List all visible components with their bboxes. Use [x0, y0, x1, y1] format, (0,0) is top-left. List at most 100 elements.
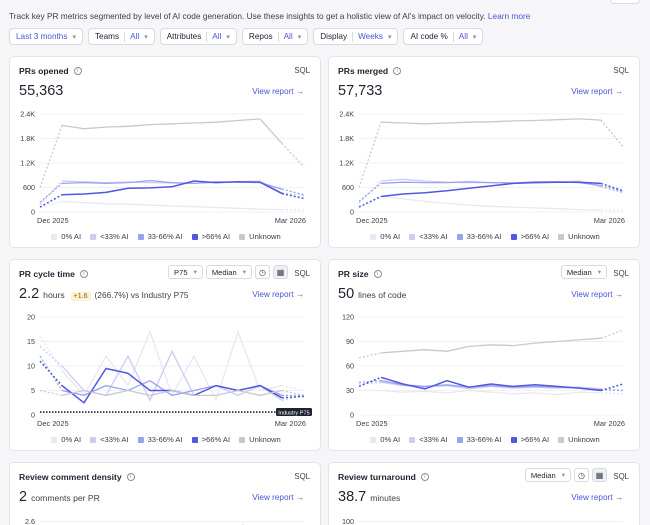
chevron-down-icon: ▾ [242, 269, 246, 276]
card-title-text: PRs opened [19, 66, 69, 76]
legend-item[interactable]: Unknown [558, 435, 600, 444]
info-icon[interactable]: i [393, 67, 402, 75]
series-line [61, 118, 283, 144]
legend-item[interactable]: 0% AI [51, 435, 81, 444]
y-tick-label: 2.6 [25, 517, 35, 525]
view-report-link[interactable]: View report → [571, 493, 623, 502]
legend-label: 0% AI [61, 435, 82, 444]
series-line-start [39, 360, 63, 387]
metric-unit: minutes [370, 493, 401, 503]
legend-swatch [510, 436, 517, 443]
ai-code-filter[interactable]: AI code % All ▾ [403, 28, 484, 45]
attributes-filter[interactable]: Attributes All ▾ [159, 28, 237, 45]
clock-icon[interactable]: ◷ [255, 265, 270, 279]
view-report-link[interactable]: View report → [571, 290, 623, 299]
x-tick-label: Dec 2025 [356, 419, 388, 428]
legend-item[interactable]: 33-66% AI [137, 232, 183, 241]
legend-item[interactable]: Unknown [558, 232, 600, 241]
card-title: PRs opened i [19, 66, 82, 76]
x-tick-label: Mar 2026 [594, 216, 625, 225]
series-line [61, 367, 283, 404]
legend-item[interactable]: <33% AI [409, 435, 448, 444]
series-line-start [358, 182, 382, 202]
legend-item[interactable]: >66% AI [191, 232, 231, 241]
legend-item[interactable]: <33% AI [90, 232, 129, 241]
series-line-start [39, 336, 63, 372]
card-metric: 57,733 [338, 83, 382, 99]
aggregation-select[interactable]: Median ▾ [524, 468, 571, 482]
clock-icon[interactable]: ◷ [574, 468, 589, 482]
calendar-icon[interactable]: ▦ [592, 468, 607, 482]
y-tick-label: 2.4K [339, 110, 354, 119]
chart-legend: 0% AI <33% AI 33-66% AI >66% AI Unknown [329, 232, 639, 241]
legend-item[interactable]: 0% AI [51, 232, 81, 241]
sql-button[interactable]: SQL [294, 472, 310, 481]
legend-item[interactable]: 33-66% AI [137, 435, 183, 444]
display-filter[interactable]: Display Weeks ▾ [313, 28, 399, 45]
series-line-start [39, 345, 63, 367]
card-metric: 55,363 [19, 83, 63, 99]
y-tick-label: 10 [27, 362, 35, 371]
pr-cycle-time-chart: 0 5 10 15 20 Dec 2025 Mar 2026 Industry P75 [27, 313, 312, 428]
legend-item[interactable]: 33-66% AI [456, 232, 502, 241]
series-line [380, 380, 602, 391]
repos-filter[interactable]: Repos All ▾ [241, 28, 309, 45]
sql-button[interactable]: SQL [613, 472, 629, 481]
date-range-filter[interactable]: Last 3 months ▾ [9, 28, 83, 45]
review-turnaround-chart: 100 [342, 517, 623, 525]
aggregation-value: Median [566, 267, 592, 277]
info-icon[interactable]: i [373, 270, 382, 278]
legend-label: >66% AI [201, 435, 231, 444]
chevron-down-icon: ▾ [472, 33, 477, 41]
sql-button[interactable]: SQL [294, 66, 310, 75]
legend-label: >66% AI [201, 232, 231, 241]
aggregation-value: Median [211, 267, 237, 277]
legend-item[interactable]: <33% AI [90, 435, 129, 444]
date-range-value: Last 3 months [16, 32, 68, 41]
legend-item[interactable]: Unknown [239, 435, 281, 444]
view-report-link[interactable]: View report → [252, 87, 304, 96]
legend-item[interactable]: Unknown [239, 232, 281, 241]
attributes-filter-value: All [212, 32, 222, 41]
view-report-link[interactable]: View report → [252, 290, 304, 299]
legend-item[interactable]: 0% AI [370, 232, 400, 241]
percentile-select[interactable]: P75 ▾ [168, 265, 203, 279]
legend-item[interactable]: >66% AI [510, 435, 549, 444]
view-report-link[interactable]: View report → [252, 493, 304, 502]
card-controls: Median ▾ [560, 265, 607, 279]
legend-swatch [137, 436, 144, 443]
legend-item[interactable]: <33% AI [409, 232, 448, 241]
calendar-icon[interactable]: ▦ [273, 265, 288, 279]
learn-more-link[interactable]: Learn more [487, 11, 531, 21]
info-icon[interactable]: i [126, 473, 135, 481]
card-title: PR size i [338, 269, 382, 279]
view-report-label: View report [252, 87, 294, 96]
info-icon[interactable]: i [73, 67, 82, 75]
teams-filter[interactable]: Teams All ▾ [87, 28, 155, 45]
aggregation-select[interactable]: Median ▾ [205, 265, 252, 279]
pr-cycle-time-card: PR cycle time i P75 ▾ Median ▾ ◷ ▦ SQL 2.2 … [9, 259, 321, 451]
series-line-start [39, 200, 63, 208]
legend-item[interactable]: 0% AI [370, 435, 400, 444]
chart-legend: 0% AI <33% AI 33-66% AI >66% AI Unknown [10, 435, 320, 444]
sql-button[interactable]: SQL [613, 269, 629, 278]
info-icon[interactable]: i [79, 270, 88, 278]
y-tick-label: 15 [27, 337, 35, 346]
legend-item[interactable]: >66% AI [510, 232, 549, 241]
sql-button[interactable]: SQL [294, 269, 310, 278]
legend-item[interactable]: >66% AI [191, 435, 231, 444]
legend-item[interactable]: 33-66% AI [456, 435, 502, 444]
sql-button[interactable]: SQL [613, 66, 629, 75]
aggregation-select[interactable]: Median ▾ [560, 265, 607, 279]
top-action-button[interactable] [610, 0, 640, 4]
reference-label-bg [276, 408, 312, 417]
card-title-text: PRs merged [338, 66, 389, 76]
info-icon[interactable]: i [420, 473, 429, 481]
legend-label: <33% AI [419, 232, 448, 241]
view-report-label: View report [252, 290, 294, 299]
chevron-down-icon: ▾ [297, 33, 302, 41]
chevron-down-icon: ▾ [387, 33, 392, 41]
view-report-link[interactable]: View report → [571, 87, 623, 96]
chevron-down-icon: ▾ [72, 33, 76, 41]
view-report-label: View report [252, 493, 294, 502]
